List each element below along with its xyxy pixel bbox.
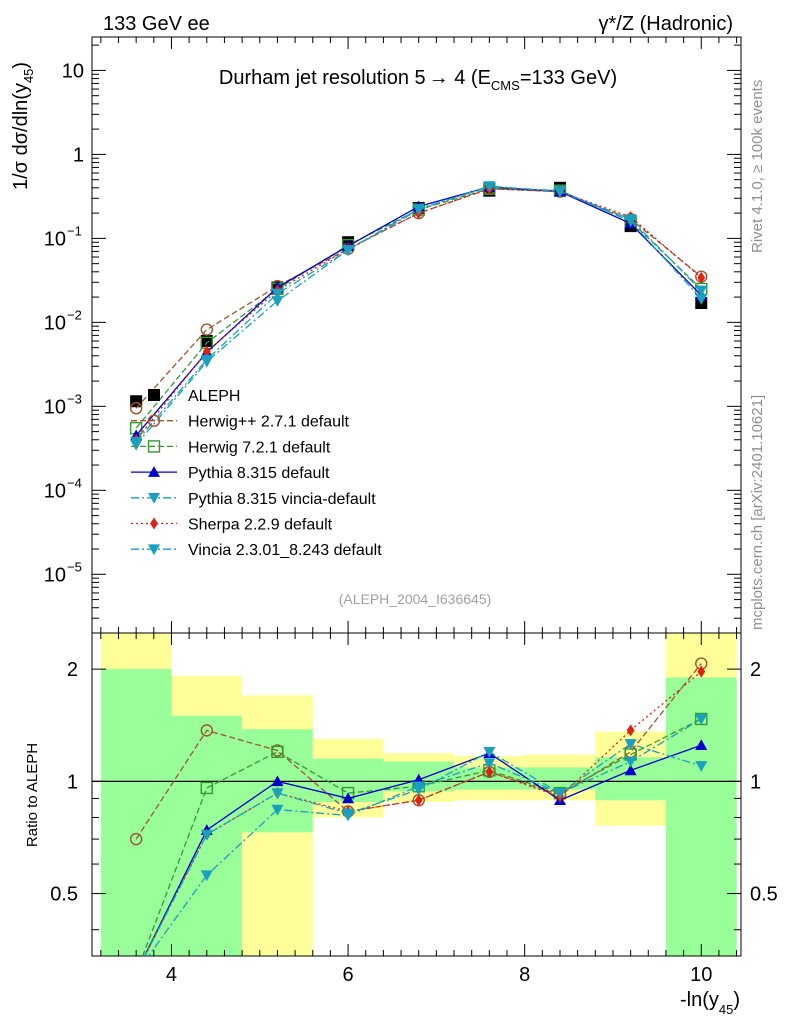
- legend-marker-herwig-2-7-1-default: [147, 414, 161, 427]
- ratio-point-herwig-2-7-1-default: [129, 832, 143, 846]
- x-axis-label: -ln(y45): [680, 989, 740, 1017]
- y-tick-exponent: −5: [67, 559, 82, 574]
- y-tick-exponent: −4: [67, 475, 82, 490]
- ratio-y-tick-label-right: 2: [750, 659, 761, 681]
- legend: ALEPH Herwig++ 2.7.1 default Herwig 7.2.1 …: [131, 388, 382, 559]
- x-tick-label: 4: [166, 964, 177, 986]
- ratio-point-pythia-8-315-vincia-default: [695, 761, 708, 772]
- ratio-line-herwig-2-7-1-default: [135, 663, 702, 840]
- main-y-axis-label: 1/σ dσ/dln(y45): [10, 62, 36, 190]
- legend-label-herwig-2-7-1-default: Herwig++ 2.7.1 default: [188, 414, 350, 431]
- ratio-point-sherpa-2-2-9-default: [485, 765, 494, 778]
- ratio-series-group: [129, 657, 708, 956]
- plot-title: Durham jet resolution 5 → 4 (ECMS=133 GeV…: [219, 67, 617, 93]
- ratio-point-vincia-2-3-01-8-243-default: [412, 784, 425, 796]
- analysis-id: (ALEPH_2004_I636645): [339, 591, 492, 607]
- ratio-y-tick-label: 1: [67, 771, 78, 793]
- ratio-y-axis-label: Ratio to ALEPH: [24, 743, 41, 847]
- ratio-y-tick-label-right: 1: [750, 771, 761, 793]
- data-point-pythia-8-315-vincia-default: [695, 294, 708, 305]
- ratio-point-pythia-8-315-vincia-default: [271, 804, 284, 816]
- legend-marker-aleph: [148, 389, 160, 401]
- y-tick-label: 10: [44, 396, 66, 418]
- stat-band-5: [454, 767, 525, 790]
- ratio-point-pythia-8-315-default: [624, 764, 637, 776]
- x-tick-label: 8: [519, 964, 530, 986]
- y-tick-label: 1: [73, 144, 84, 166]
- ratio-point-pythia-8-315-default: [342, 792, 355, 804]
- ratio-point-pythia-8-315-vincia-default: [200, 870, 213, 882]
- data-point-sherpa-2-2-9-default: [697, 271, 706, 284]
- ratio-y-tick-label-right: 0.5: [750, 884, 778, 906]
- data-point-vincia-2-3-01-8-243-default: [483, 181, 496, 193]
- series-line-pythia-8-315-vincia-default: [135, 186, 702, 446]
- legend-marker-herwig-7-2-1-default: [147, 440, 161, 453]
- data-point-vincia-2-3-01-8-243-default: [342, 245, 355, 257]
- data-point-herwig-2-7-1-default: [200, 323, 213, 336]
- legend-label-aleph: ALEPH: [188, 388, 240, 405]
- ratio-point-sherpa-2-2-9-default: [697, 665, 706, 678]
- data-point-herwig-2-7-1-default: [129, 402, 143, 415]
- x-tick-label: 10: [690, 964, 712, 986]
- data-point-vincia-2-3-01-8-243-default: [624, 214, 637, 226]
- y-tick-label: 10: [44, 228, 66, 250]
- legend-label-pythia-8-315-vincia-default: Pythia 8.315 vincia-default: [188, 491, 376, 508]
- y-tick-label: 10: [44, 480, 66, 502]
- main-plot-series: [129, 180, 708, 451]
- data-point-vincia-2-3-01-8-243-default: [130, 436, 143, 448]
- ratio-point-vincia-2-3-01-8-243-default: [342, 808, 355, 820]
- y-tick-label: 10: [44, 312, 66, 334]
- ratio-point-sherpa-2-2-9-default: [626, 724, 635, 737]
- ratio-point-herwig-7-2-1-default: [271, 745, 284, 759]
- ratio-plot-frame: [91, 632, 742, 957]
- legend-label-vincia-2-3-01-8-243-default: Vincia 2.3.01_8.243 default: [188, 542, 382, 559]
- y-tick-label: 10: [44, 564, 66, 586]
- data-point-vincia-2-3-01-8-243-default: [695, 285, 708, 297]
- ratio-point-pythia-8-315-default: [695, 739, 708, 751]
- data-point-vincia-2-3-01-8-243-default: [412, 204, 425, 216]
- ratio-point-vincia-2-3-01-8-243-default: [624, 756, 637, 768]
- rivet-version-label: Rivet 4.1.0, ≥ 100k events: [749, 80, 766, 253]
- data-point-vincia-2-3-01-8-243-default: [200, 354, 213, 366]
- ratio-point-vincia-2-3-01-8-243-default: [483, 747, 496, 758]
- data-point-vincia-2-3-01-8-243-default: [553, 186, 566, 198]
- y-tick-exponent: −2: [67, 307, 82, 322]
- ratio-y-tick-label: 2: [67, 659, 78, 681]
- ratio-plot-series: [129, 657, 708, 956]
- ratio-point-herwig-7-2-1-default: [200, 781, 213, 795]
- legend-label-herwig-7-2-1-default: Herwig 7.2.1 default: [188, 439, 331, 456]
- legend-marker-pythia-8-315-default: [148, 466, 160, 477]
- data-point-vincia-2-3-01-8-243-default: [271, 288, 284, 300]
- y-tick-exponent: −3: [67, 391, 82, 406]
- header-right: γ*/Z (Hadronic): [599, 13, 733, 35]
- legend-marker-sherpa-2-2-9-default: [150, 517, 158, 530]
- ratio-point-vincia-2-3-01-8-243-default: [553, 788, 566, 800]
- ratio-y-tick-label: 0.5: [50, 884, 78, 906]
- ratio-point-vincia-2-3-01-8-243-default: [695, 714, 708, 725]
- legend-marker-pythia-8-315-vincia-default: [148, 493, 160, 504]
- ratio-point-sherpa-2-2-9-default: [414, 794, 423, 807]
- ratio-point-pythia-8-315-vincia-default: [483, 758, 496, 769]
- ratio-line-herwig-7-2-1-default: [141, 718, 702, 956]
- mcplots-label: mcplots.cern.ch [arXiv:2401.10621]: [749, 395, 766, 630]
- y-tick-label: 10: [62, 60, 84, 82]
- legend-label-pythia-8-315-default: Pythia 8.315 default: [188, 465, 330, 482]
- data-point-pythia-8-315-vincia-default: [271, 296, 284, 307]
- y-tick-exponent: −1: [67, 223, 82, 238]
- ratio-point-vincia-2-3-01-8-243-default: [271, 788, 284, 800]
- ratio-point-vincia-2-3-01-8-243-default: [200, 829, 213, 841]
- x-tick-label: 6: [343, 964, 354, 986]
- ratio-point-herwig-2-7-1-default: [200, 724, 213, 737]
- header-left: 133 GeV ee: [103, 13, 210, 35]
- ratio-point-pythia-8-315-default: [271, 775, 284, 787]
- series-line-herwig-2-7-1-default: [135, 188, 702, 409]
- stat-band-0: [100, 669, 172, 956]
- data-point-sherpa-2-2-9-default: [202, 345, 211, 358]
- legend-marker-vincia-2-3-01-8-243-default: [148, 544, 160, 556]
- legend-label-sherpa-2-2-9-default: Sherpa 2.2.9 default: [188, 517, 333, 534]
- ratio-point-pythia-8-315-vincia-default: [624, 739, 637, 750]
